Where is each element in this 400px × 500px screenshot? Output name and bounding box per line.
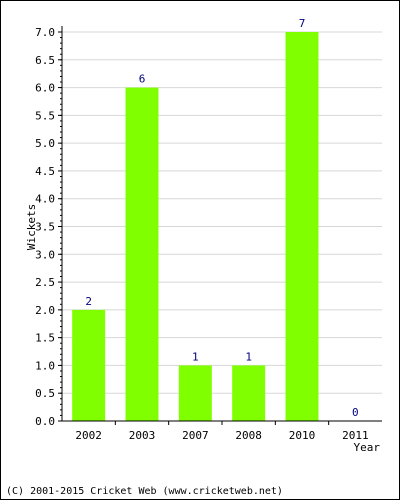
y-tick-label: 4.5 xyxy=(35,165,55,178)
wickets-bar-chart: 0.0 0.5 1.0 1.5 2.0 2.5 3.0 3.5 4.0 4.5 5.0 5.5 6.0 6… xyxy=(25,17,382,454)
y-tick-label: 4.0 xyxy=(35,193,55,206)
y-tick-label: 5.0 xyxy=(35,137,55,150)
bar-2010 xyxy=(285,32,319,421)
data-label-2002: 2 xyxy=(85,295,92,308)
x-tick-label-2002: 2002 xyxy=(75,429,102,442)
bar-2002 xyxy=(72,309,106,421)
y-tick-label: 0.0 xyxy=(35,415,55,428)
y-tick-label: 5.5 xyxy=(35,109,55,122)
y-tick-label: 6.5 xyxy=(35,54,55,67)
y-tick-label: 1.5 xyxy=(35,332,55,345)
x-tick-label-2007: 2007 xyxy=(182,429,209,442)
y-tick-label: 0.5 xyxy=(35,387,55,400)
axes: 0.0 0.5 1.0 1.5 2.0 2.5 3.0 3.5 4.0 4.5 5.0 5.5 6.0 6… xyxy=(35,26,382,442)
y-tick-label: 1.0 xyxy=(35,359,55,372)
copyright-text: (C) 2001-2015 Cricket Web (www.cricketwe… xyxy=(6,486,283,497)
data-label-2011: 0 xyxy=(352,406,359,419)
grid-lines xyxy=(62,31,382,394)
y-tick-label: 3.5 xyxy=(35,221,55,234)
bar-2007 xyxy=(178,365,212,421)
x-tick-label-2008: 2008 xyxy=(235,429,262,442)
x-tick-label-2003: 2003 xyxy=(129,429,156,442)
data-labels: 2 6 1 1 7 0 xyxy=(85,17,358,419)
data-label-2003: 6 xyxy=(139,73,146,86)
bars xyxy=(72,32,319,422)
data-label-2010: 7 xyxy=(299,17,306,30)
data-label-2007: 1 xyxy=(192,350,199,363)
bar-2008 xyxy=(232,365,266,421)
y-tick-label: 7.0 xyxy=(35,26,55,39)
x-tick-label-2011: 2011 xyxy=(342,429,369,442)
y-tick-label: 6.0 xyxy=(35,82,55,95)
data-label-2008: 1 xyxy=(245,350,252,363)
x-tick-label-2010: 2010 xyxy=(289,429,316,442)
y-tick-label: 3.0 xyxy=(35,248,55,261)
y-tick-label: 2.5 xyxy=(35,276,55,289)
y-tick-label: 2.0 xyxy=(35,304,55,317)
x-axis-label: Year xyxy=(354,441,381,454)
y-axis-label: Wickets xyxy=(25,204,38,250)
bar-2003 xyxy=(125,87,159,422)
